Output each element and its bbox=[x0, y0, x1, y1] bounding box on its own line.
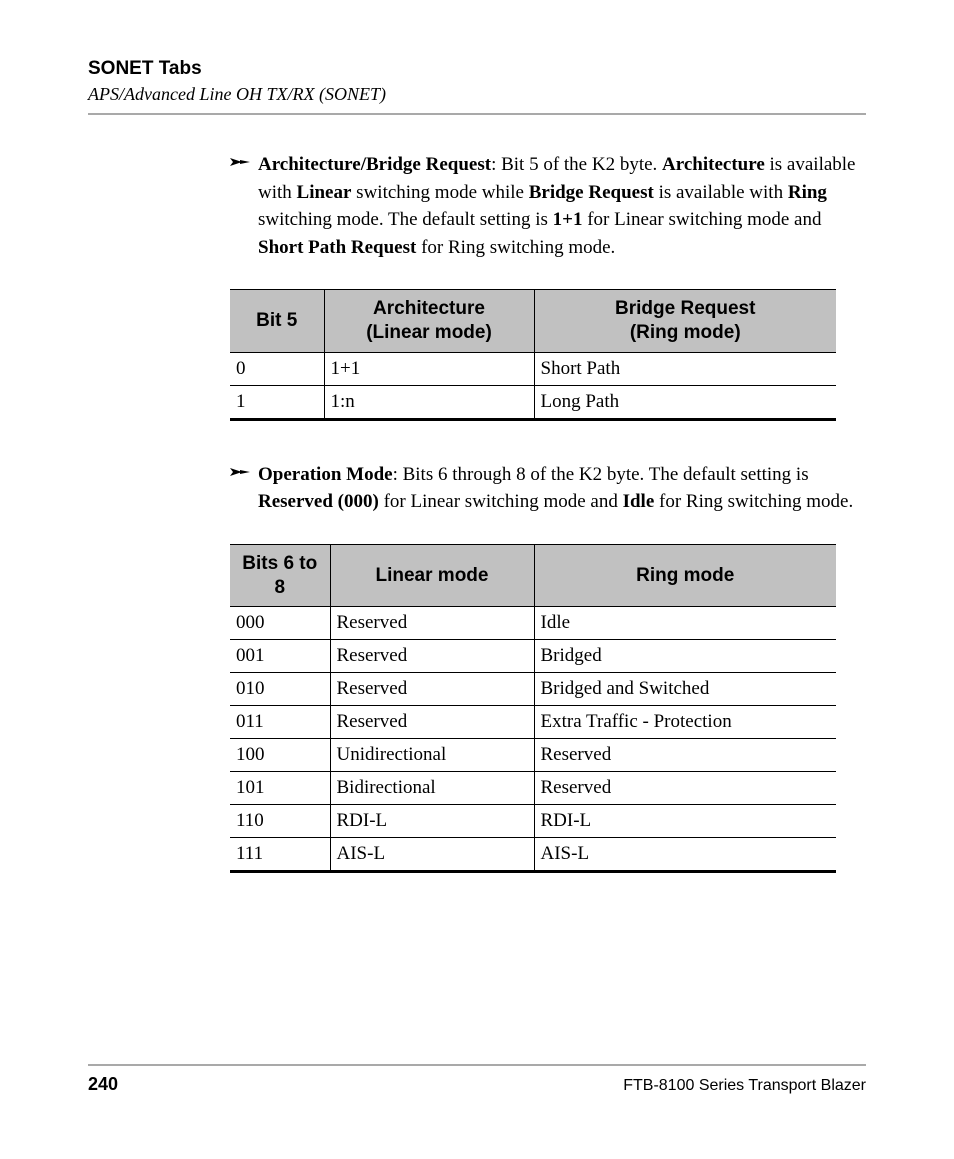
column-header: Bridge Request(Ring mode) bbox=[534, 290, 836, 353]
table-cell: 110 bbox=[230, 805, 330, 838]
column-header: Bits 6 to 8 bbox=[230, 544, 330, 607]
bit5-table: Bit 5Architecture(Linear mode)Bridge Req… bbox=[230, 289, 836, 421]
arrow-icon bbox=[230, 151, 258, 261]
term-operation-mode: Operation Mode bbox=[258, 464, 393, 485]
text: : Bit 5 of the K2 byte. bbox=[491, 154, 662, 175]
page-footer: 240 FTB-8100 Series Transport Blazer bbox=[88, 1064, 866, 1095]
table-row: 11:nLong Path bbox=[230, 385, 836, 419]
text: for Linear switching mode and bbox=[379, 491, 623, 512]
term-ring: Ring bbox=[788, 182, 827, 203]
table-cell: 1 bbox=[230, 385, 324, 419]
text: is available with bbox=[654, 182, 788, 203]
table-cell: 111 bbox=[230, 838, 330, 872]
table-cell: 1+1 bbox=[324, 352, 534, 385]
table-cell: 1:n bbox=[324, 385, 534, 419]
term-arch-bridge: Architecture/Bridge Request bbox=[258, 154, 491, 175]
table-row: 01+1Short Path bbox=[230, 352, 836, 385]
table-cell: RDI-L bbox=[534, 805, 836, 838]
term-architecture: Architecture bbox=[662, 154, 765, 175]
bullet-text: Architecture/Bridge Request: Bit 5 of th… bbox=[258, 151, 866, 261]
table-row: 010ReservedBridged and Switched bbox=[230, 673, 836, 706]
table-cell: 0 bbox=[230, 352, 324, 385]
term-idle: Idle bbox=[623, 491, 655, 512]
text: for Ring switching mode. bbox=[416, 237, 615, 258]
table-row: 110RDI-LRDI-L bbox=[230, 805, 836, 838]
term-bridge-request: Bridge Request bbox=[529, 182, 654, 203]
table-cell: Bidirectional bbox=[330, 772, 534, 805]
body-content: Architecture/Bridge Request: Bit 5 of th… bbox=[230, 151, 866, 873]
table-cell: Idle bbox=[534, 607, 836, 640]
table-cell: 010 bbox=[230, 673, 330, 706]
footer-row: 240 FTB-8100 Series Transport Blazer bbox=[88, 1074, 866, 1095]
table-cell: Bridged bbox=[534, 640, 836, 673]
arrow-icon bbox=[230, 461, 258, 516]
text: for Linear switching mode and bbox=[582, 209, 821, 230]
table-cell: 001 bbox=[230, 640, 330, 673]
table-cell: RDI-L bbox=[330, 805, 534, 838]
document-title: FTB-8100 Series Transport Blazer bbox=[623, 1077, 866, 1095]
table-cell: 000 bbox=[230, 607, 330, 640]
bullet-arch-bridge: Architecture/Bridge Request: Bit 5 of th… bbox=[230, 151, 866, 261]
table-cell: Extra Traffic - Protection bbox=[534, 706, 836, 739]
term-reserved-000: Reserved (000) bbox=[258, 491, 379, 512]
term-short-path-request: Short Path Request bbox=[258, 237, 416, 258]
table-row: 001ReservedBridged bbox=[230, 640, 836, 673]
term-1plus1: 1+1 bbox=[553, 209, 583, 230]
text: : Bits 6 through 8 of the K2 byte. The d… bbox=[393, 464, 809, 485]
header-rule bbox=[88, 113, 866, 115]
column-header: Linear mode bbox=[330, 544, 534, 607]
table-cell: Reserved bbox=[330, 673, 534, 706]
bits6to8-table: Bits 6 to 8Linear modeRing mode000Reserv… bbox=[230, 544, 836, 874]
table-cell: AIS-L bbox=[330, 838, 534, 872]
page: SONET Tabs APS/Advanced Line OH TX/RX (S… bbox=[0, 0, 954, 1159]
table-row: 011ReservedExtra Traffic - Protection bbox=[230, 706, 836, 739]
column-header: Architecture(Linear mode) bbox=[324, 290, 534, 353]
chapter-subtitle: APS/Advanced Line OH TX/RX (SONET) bbox=[88, 84, 866, 105]
bullet-text: Operation Mode: Bits 6 through 8 of the … bbox=[258, 461, 866, 516]
text: for Ring switching mode. bbox=[654, 491, 853, 512]
column-header: Bit 5 bbox=[230, 290, 324, 353]
table-row: 101BidirectionalReserved bbox=[230, 772, 836, 805]
table-row: 000ReservedIdle bbox=[230, 607, 836, 640]
table-cell: Short Path bbox=[534, 352, 836, 385]
page-number: 240 bbox=[88, 1074, 118, 1095]
table-cell: Reserved bbox=[534, 739, 836, 772]
table-cell: 011 bbox=[230, 706, 330, 739]
bullet-operation-mode: Operation Mode: Bits 6 through 8 of the … bbox=[230, 461, 866, 516]
table-row: 111AIS-LAIS-L bbox=[230, 838, 836, 872]
table-cell: Unidirectional bbox=[330, 739, 534, 772]
footer-rule bbox=[88, 1064, 866, 1066]
page-header: SONET Tabs APS/Advanced Line OH TX/RX (S… bbox=[88, 58, 866, 115]
table-cell: 101 bbox=[230, 772, 330, 805]
text: switching mode. The default setting is bbox=[258, 209, 553, 230]
chapter-title: SONET Tabs bbox=[88, 58, 866, 80]
table-cell: Reserved bbox=[330, 640, 534, 673]
table-cell: 100 bbox=[230, 739, 330, 772]
table-cell: Reserved bbox=[330, 706, 534, 739]
table-cell: Long Path bbox=[534, 385, 836, 419]
table-cell: AIS-L bbox=[534, 838, 836, 872]
term-linear: Linear bbox=[297, 182, 352, 203]
column-header: Ring mode bbox=[534, 544, 836, 607]
table-cell: Reserved bbox=[534, 772, 836, 805]
table-row: 100UnidirectionalReserved bbox=[230, 739, 836, 772]
table-cell: Reserved bbox=[330, 607, 534, 640]
text: switching mode while bbox=[351, 182, 528, 203]
table-cell: Bridged and Switched bbox=[534, 673, 836, 706]
